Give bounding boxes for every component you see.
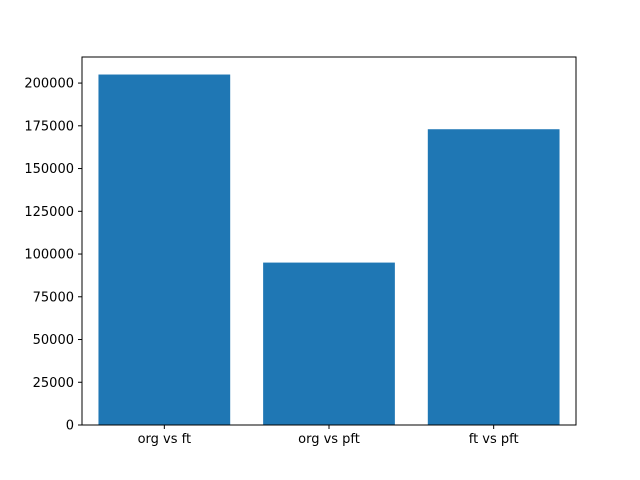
x-tick-label: org vs ft (138, 432, 192, 447)
bar (263, 262, 395, 425)
y-tick-label: 0 (66, 419, 74, 434)
y-tick-label: 175000 (24, 119, 74, 134)
bar (98, 74, 231, 426)
x-tick-label: ft vs pft (469, 432, 519, 447)
y-tick-label: 25000 (33, 376, 74, 391)
y-tick-label: 125000 (24, 205, 74, 220)
y-tick-label: 75000 (33, 290, 74, 305)
y-tick-label: 150000 (24, 162, 74, 177)
x-tick-label: org vs pft (298, 432, 360, 447)
bar (427, 129, 560, 425)
y-tick-label: 200000 (24, 77, 74, 92)
y-tick-label: 50000 (33, 333, 74, 348)
y-tick-label: 100000 (24, 248, 74, 263)
